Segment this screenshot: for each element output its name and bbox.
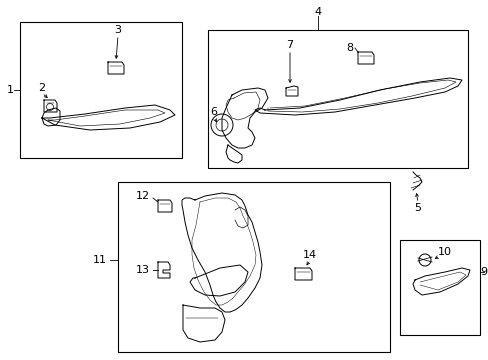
- Bar: [20, 22, 182, 158]
- Text: 9: 9: [479, 267, 487, 277]
- Text: 10: 10: [437, 247, 451, 257]
- Text: 1: 1: [6, 85, 14, 95]
- Text: 2: 2: [39, 83, 45, 93]
- Bar: [118, 182, 389, 352]
- Text: 11: 11: [93, 255, 107, 265]
- Text: 12: 12: [136, 191, 150, 201]
- Text: 7: 7: [286, 40, 293, 50]
- Text: 3: 3: [114, 25, 121, 35]
- Text: 13: 13: [136, 265, 150, 275]
- Text: 8: 8: [346, 43, 353, 53]
- Text: 4: 4: [314, 7, 321, 17]
- Text: 5: 5: [414, 203, 421, 213]
- Text: 6: 6: [210, 107, 217, 117]
- Text: 14: 14: [303, 250, 316, 260]
- Bar: [207, 30, 467, 168]
- Bar: [399, 240, 479, 335]
